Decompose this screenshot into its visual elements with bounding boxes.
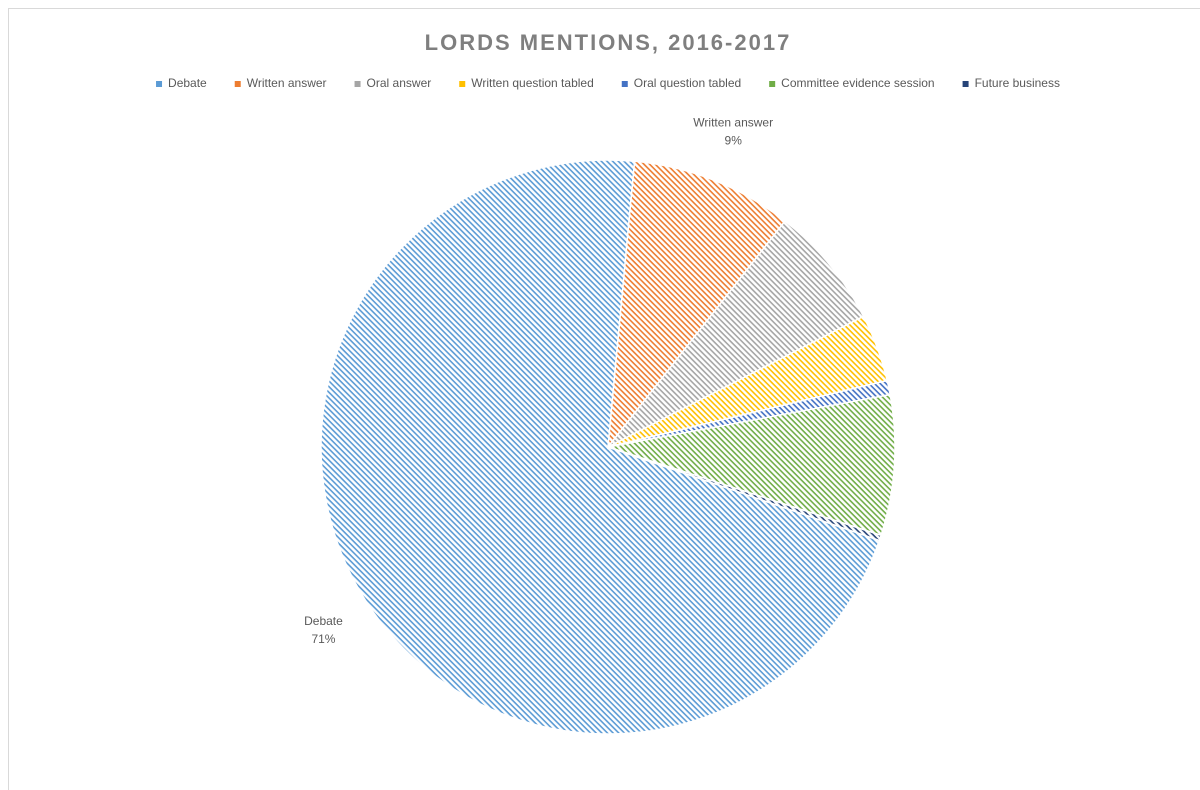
legend-label: Oral question tabled (634, 76, 741, 90)
legend-swatch (156, 81, 163, 87)
data-label-value: 71% (311, 632, 335, 646)
legend-label: Committee evidence session (781, 76, 934, 90)
data-label-name: Written answer (693, 116, 773, 130)
legend-swatch (962, 81, 969, 87)
legend-swatch (234, 81, 241, 87)
legend-swatch (459, 81, 466, 87)
pie-slice (607, 393, 896, 537)
legend-swatch (769, 81, 776, 87)
legend-label: Written answer (247, 76, 327, 90)
legend-label: Future business (975, 76, 1060, 90)
data-label-name: Debate (304, 614, 343, 628)
legend-label: Written question tabled (471, 76, 594, 90)
pie-slice (607, 220, 865, 448)
chart-title: LORDS MENTIONS, 2016-2017 (425, 30, 792, 55)
legend-label: Oral answer (367, 76, 432, 90)
legend-label: Debate (168, 76, 207, 90)
legend-swatch (354, 81, 361, 87)
pie-slice (607, 160, 787, 450)
pie-slice (607, 446, 883, 542)
pie-slice (320, 159, 881, 735)
legend-swatch (621, 81, 628, 87)
chart-border (8, 8, 1200, 790)
data-label-value: 9% (725, 134, 743, 148)
